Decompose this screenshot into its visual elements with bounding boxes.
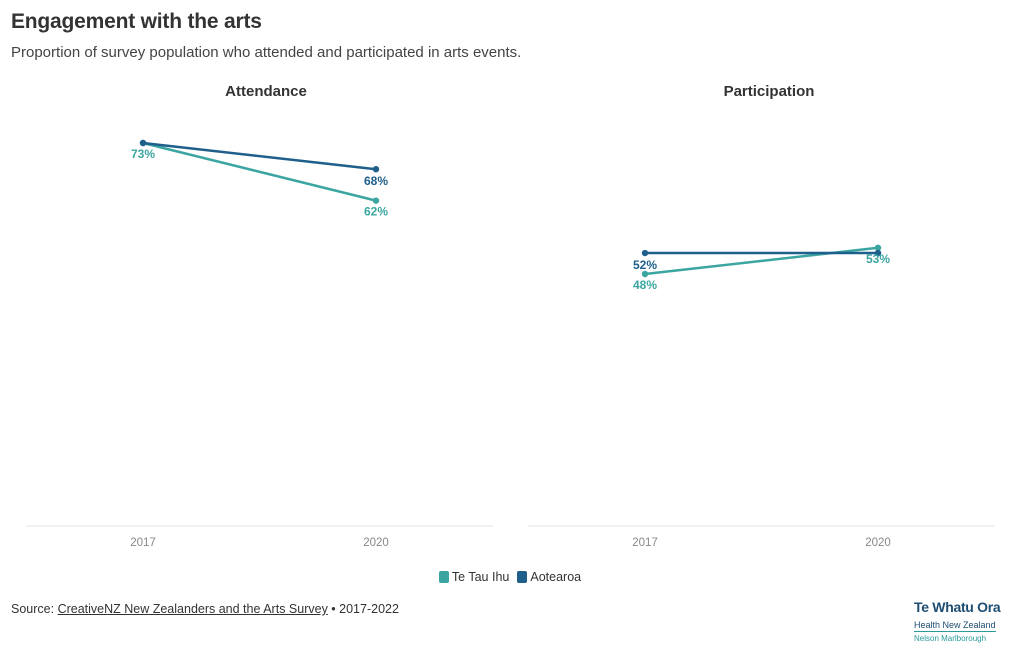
legend-swatch-te-tau-ihu <box>438 571 449 583</box>
attendance-panel-title: Attendance <box>225 83 307 100</box>
attendance-label-te-tau-ihu-2017: 73% <box>131 147 155 161</box>
legend-label-te-tau-ihu: Te Tau Ihu <box>451 570 510 584</box>
participation-point-aotearoa-2017 <box>641 249 649 257</box>
participation-point-te-tau-ihu-2020 <box>874 244 882 251</box>
logo: Te Whatu Ora Health New Zealand Nelson M… <box>914 600 1014 644</box>
charts-canvas: Attendance 2017 2020 73% 62% 68% Participation… <box>26 83 995 549</box>
participation-line-te-tau-ihu <box>643 246 880 276</box>
attendance-line-aotearoa <box>141 141 378 171</box>
source-link[interactable]: CreativeNZ New Zealanders and the Arts S… <box>57 602 328 616</box>
legend-label-aotearoa: Aotearoa <box>530 570 582 584</box>
participation-point-te-tau-ihu-2017 <box>641 270 649 278</box>
source-suffix: • 2017-2022 <box>327 602 399 616</box>
legend-item-aotearoa[interactable]: Aotearoa <box>517 570 581 584</box>
attendance-line-te-tau-ihu <box>141 141 378 202</box>
logo-line-1: Te Whatu Ora <box>914 599 1001 615</box>
attendance-tick-2020: 2020 <box>363 537 389 549</box>
legend: Te Tau Ihu Aotearoa <box>0 570 1020 584</box>
attendance-label-aotearoa-2020: 68% <box>364 174 388 188</box>
participation-tick-2017: 2017 <box>632 537 658 549</box>
attendance-tick-2017: 2017 <box>130 537 156 549</box>
logo-line-2: Health New Zealand <box>914 620 996 632</box>
participation-panel-title: Participation <box>724 83 815 100</box>
attendance-point-aotearoa-2017 <box>139 139 147 147</box>
chart-subtitle: Proportion of survey population who atte… <box>11 44 522 61</box>
participation-label-te-tau-ihu-2017: 48% <box>633 278 657 292</box>
attendance-point-te-tau-ihu-2020 <box>372 197 380 204</box>
attendance-point-aotearoa-2020 <box>372 166 380 173</box>
attendance-label-te-tau-ihu-2020: 62% <box>364 205 388 219</box>
source-note: Source: CreativeNZ New Zealanders and th… <box>11 602 399 616</box>
legend-swatch-aotearoa <box>517 571 528 583</box>
logo-line-3: Nelson Marlborough <box>914 634 987 643</box>
legend-item-te-tau-ihu[interactable]: Te Tau Ihu <box>438 570 510 584</box>
chart-title: Engagement with the arts <box>11 10 262 33</box>
participation-tick-2020: 2020 <box>865 537 891 549</box>
participation-label-aotearoa-2017: 52% <box>633 258 657 272</box>
participation-label-te-tau-ihu-2020: 53% <box>866 252 890 266</box>
source-prefix: Source: <box>11 602 58 616</box>
participation-point-aotearoa-2020 <box>874 249 882 257</box>
